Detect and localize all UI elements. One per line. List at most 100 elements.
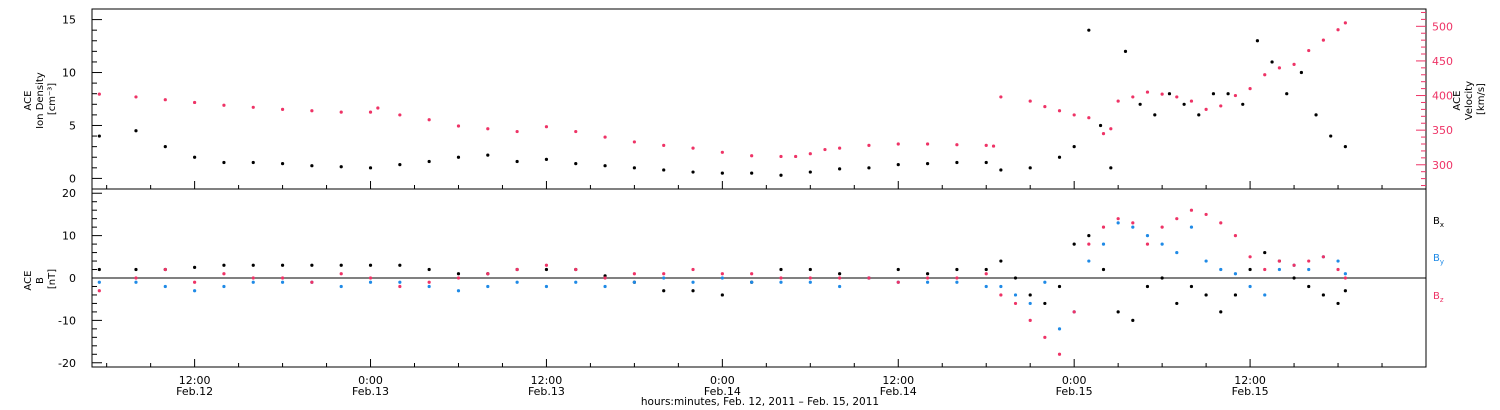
bz-point (1028, 318, 1032, 322)
bx-point (193, 265, 197, 270)
density-point (456, 155, 461, 159)
bx-point (97, 267, 101, 272)
bz-point (1343, 276, 1347, 280)
velocity-point (456, 124, 461, 128)
velocity-point (691, 146, 695, 150)
density-point (1138, 102, 1142, 106)
by-point (750, 280, 754, 284)
x-tick-date: Feb.15 (1056, 385, 1093, 398)
legend-by-main: B (1433, 253, 1440, 264)
bx-point (1263, 250, 1267, 255)
top-ylabel-left: ACE Ion Density [cm⁻³] (23, 69, 58, 129)
by-point (1307, 267, 1311, 272)
bx-point (1321, 293, 1325, 297)
bx-point (1072, 242, 1076, 246)
bx-point (1204, 293, 1208, 297)
bx-point (1057, 284, 1062, 289)
by-point (1101, 242, 1106, 246)
velocity-point (427, 118, 431, 122)
velocity-point (134, 95, 138, 99)
velocity-point (486, 127, 490, 131)
bz-point (750, 272, 754, 276)
bx-point (1336, 301, 1340, 306)
density-point (808, 170, 812, 174)
by-point (134, 280, 138, 284)
bx-point (339, 263, 343, 267)
density-point (1270, 60, 1274, 64)
bx-point (1116, 310, 1120, 314)
x-tick-time: 12:00 (179, 374, 211, 387)
bottom-tick-label: -20 (58, 357, 76, 370)
x-axis-ticks: 12:00Feb.120:00Feb.1312:00Feb.130:00Feb.… (106, 181, 1383, 398)
bx-point (544, 267, 549, 272)
bx-point (1248, 267, 1252, 272)
by-point (1043, 280, 1047, 284)
bz-point (925, 276, 930, 280)
bz-point (222, 272, 226, 276)
by-point (838, 284, 842, 289)
bz-point (808, 276, 812, 280)
by-point (368, 280, 373, 284)
velocity-point (1072, 113, 1076, 117)
velocity-point (794, 154, 798, 159)
by-point (691, 280, 695, 284)
velocity-point (1145, 90, 1150, 94)
density-point (1072, 145, 1076, 149)
density-point (779, 173, 783, 177)
bz-point (398, 284, 402, 289)
density-point (1167, 92, 1172, 96)
bz-point (1219, 221, 1223, 225)
velocity-point (603, 135, 607, 139)
x-tick-date: Feb.14 (704, 385, 741, 398)
bz-point (97, 289, 101, 293)
density-point (1329, 134, 1333, 138)
by-point (163, 284, 167, 289)
top-left-tick-label: 5 (69, 119, 76, 132)
top-ylabel-right-line1: ACE (1452, 91, 1463, 111)
bx-point (984, 267, 988, 272)
bz-point (427, 280, 431, 284)
velocity-point (515, 129, 519, 134)
density-point (603, 164, 607, 168)
velocity-point (251, 105, 255, 109)
bz-point (339, 272, 343, 276)
bz-point (955, 276, 959, 280)
velocity-point (720, 150, 724, 154)
legend-bx-sub: x (1440, 221, 1444, 229)
bz-point (1307, 259, 1311, 263)
bz-point (544, 263, 549, 267)
bx-point (427, 267, 431, 272)
density-point (163, 145, 167, 149)
bx-point (1292, 276, 1296, 280)
by-point (193, 289, 197, 293)
by-point (222, 284, 226, 289)
x-tick-date: Feb.13 (528, 385, 565, 398)
by-point (398, 280, 402, 284)
bx-point (720, 293, 724, 297)
bottom-tick-label: 20 (62, 187, 76, 200)
top-ylabel-right-line3: [km/s] (1476, 83, 1487, 115)
velocity-point (838, 146, 842, 150)
velocity-point (991, 144, 996, 148)
bottom-ylabel-line2: B (35, 277, 46, 284)
density-point (486, 153, 490, 157)
density-point (1255, 39, 1260, 43)
by-point (574, 280, 578, 284)
bz-point (984, 272, 988, 276)
top-ylabel-right-line2: Velocity (1464, 81, 1475, 120)
bz-point (1145, 242, 1150, 246)
bz-point (662, 272, 666, 276)
by-point (1116, 221, 1120, 225)
bz-point (134, 276, 138, 280)
bz-point (1336, 267, 1340, 272)
bx-point (1013, 276, 1018, 280)
top-left-tick-label: 0 (69, 172, 76, 185)
velocity-point (1248, 87, 1252, 91)
bx-point (691, 289, 695, 293)
bz-point (867, 276, 871, 280)
top-panel-marks (97, 21, 1347, 177)
by-point (632, 280, 636, 284)
density-point (720, 171, 724, 175)
density-point (544, 157, 549, 161)
bx-point (896, 267, 900, 272)
